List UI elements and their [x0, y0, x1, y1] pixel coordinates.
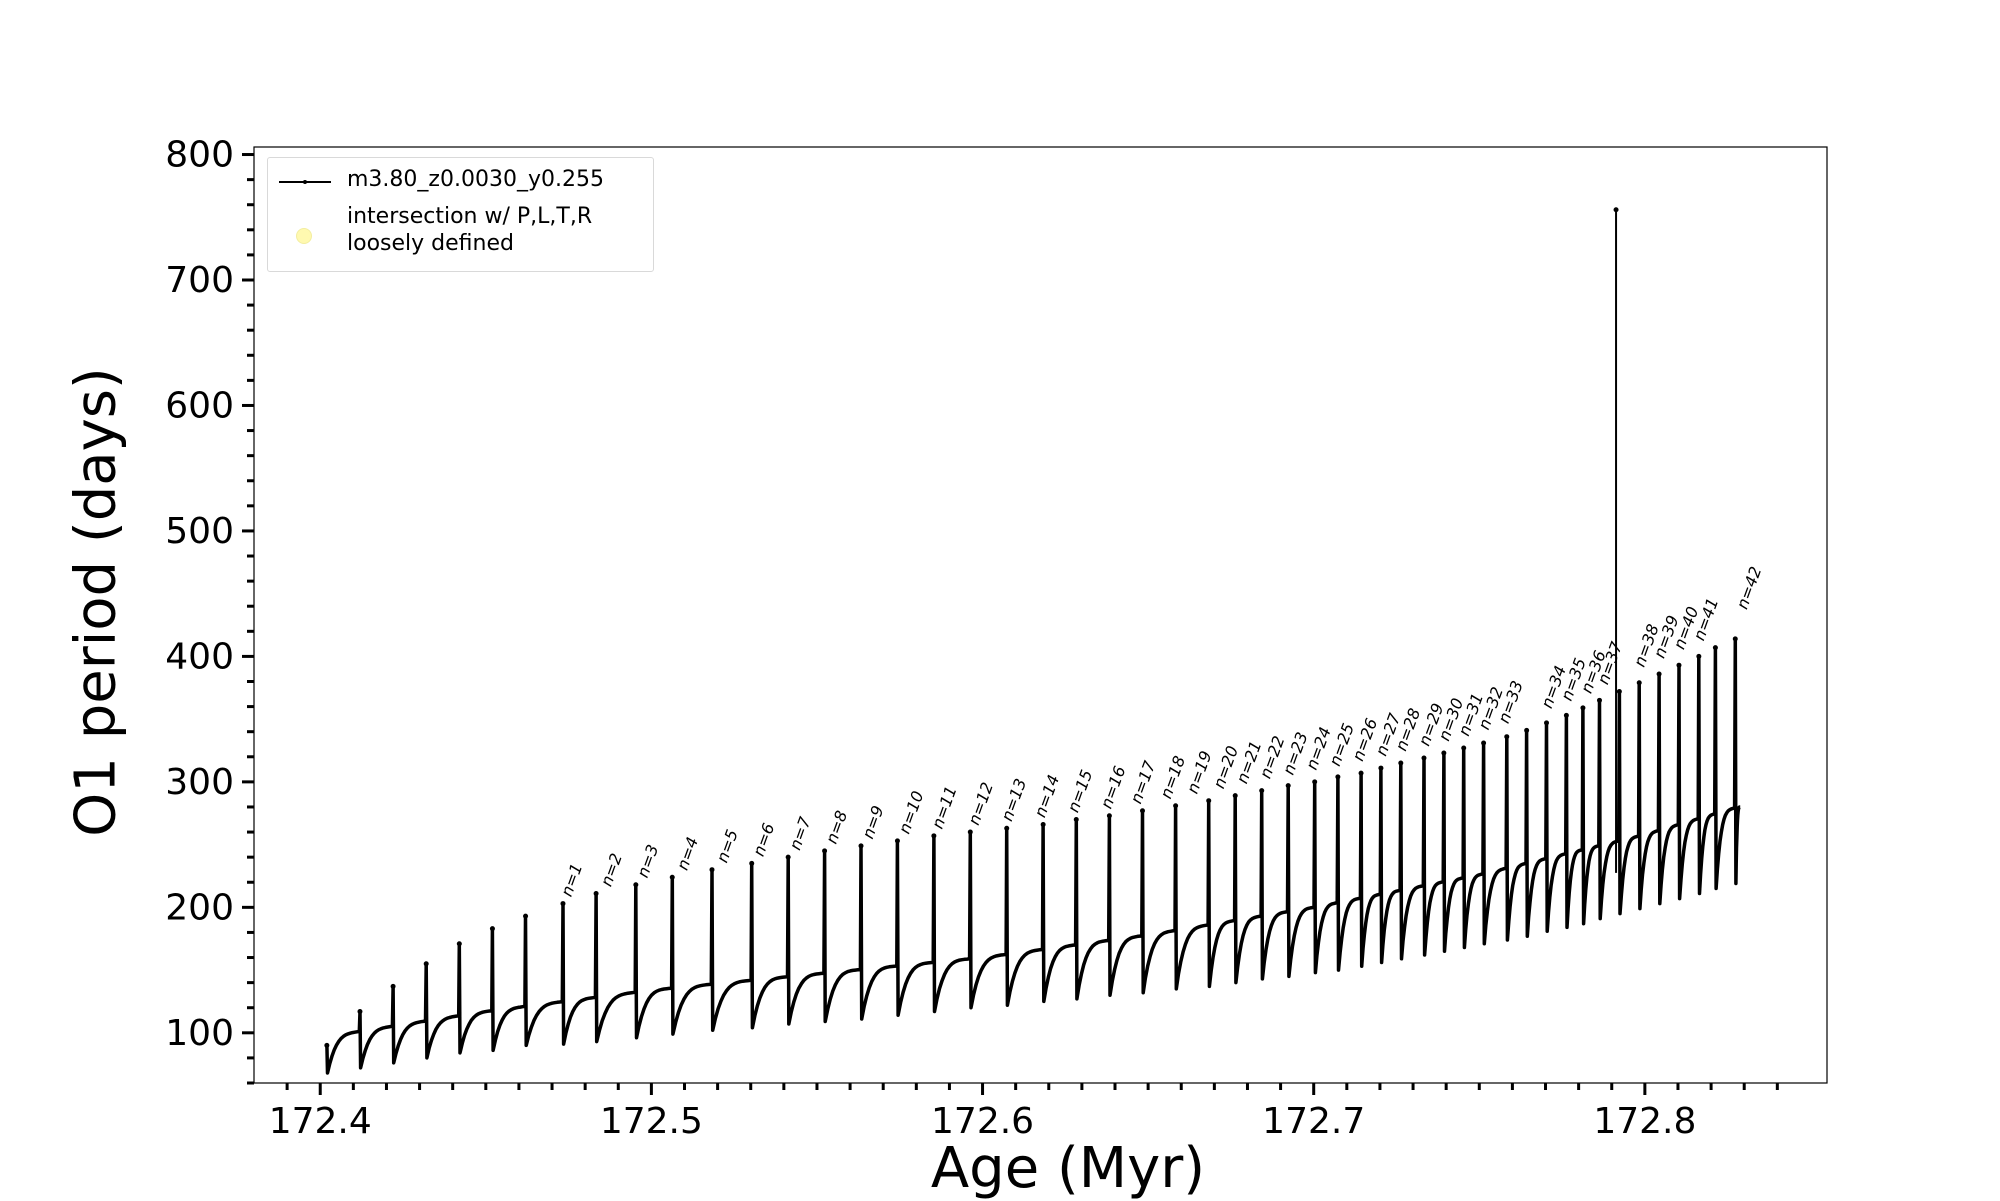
y-tick-label: 100: [165, 1013, 234, 1054]
pulse-peak-point: [1696, 653, 1702, 659]
y-tick-label: 600: [165, 385, 234, 426]
pulse-peak-point: [1461, 745, 1467, 751]
y-tick-label: 200: [165, 887, 234, 928]
y-tick-label: 300: [165, 762, 234, 803]
pulse-peak-point: [489, 926, 495, 932]
pulse-peak-point: [858, 843, 864, 849]
pulse-peak-point: [1421, 755, 1427, 761]
pulse-peak-point: [1636, 680, 1642, 686]
y-axis-title: O1 period (days): [63, 367, 129, 837]
pulse-peak-point: [1106, 813, 1112, 819]
pulse-peak-point: [1259, 788, 1265, 794]
period-series-line: [325, 637, 1742, 1075]
pulse-peak-point: [1481, 740, 1487, 746]
pulse-peak-point: [324, 1042, 330, 1048]
x-tick-label: 172.5: [600, 1101, 703, 1142]
pulse-peak-point: [1232, 793, 1238, 799]
pulse-peak-point: [894, 838, 900, 844]
pulse-peak-point: [1616, 689, 1622, 695]
pulse-peak-point: [633, 882, 639, 888]
x-tick-label: 172.6: [931, 1101, 1034, 1142]
x-tick-label: 172.7: [1262, 1101, 1365, 1142]
pulse-peak-point: [1378, 765, 1384, 771]
pulse-peak-point: [1563, 712, 1569, 718]
pulse-peak-point: [523, 913, 529, 919]
pulse-peak-point: [1206, 798, 1212, 804]
pulse-peak-point: [423, 961, 429, 967]
pulse-peak-point: [749, 860, 755, 866]
pulse-peak-point: [1712, 645, 1718, 651]
pulse-peak-point: [709, 867, 715, 873]
pulse-peak-point: [1073, 817, 1079, 823]
data-series: [324, 207, 1742, 1075]
pulse-peak-point: [1544, 720, 1550, 726]
pulse-peak-point: [593, 891, 599, 897]
plot-area: [253, 146, 1828, 1084]
pulse-peak-point: [1004, 825, 1010, 831]
pulse-peak-point: [967, 829, 973, 835]
pulse-peak-point: [1676, 662, 1682, 668]
pulse-peak-point: [1358, 770, 1364, 776]
pulse-peak-point: [1139, 808, 1145, 814]
pulse-peak-point: [1173, 803, 1179, 809]
pulse-peak-point: [1285, 783, 1291, 789]
pulse-peak-point: [1398, 760, 1404, 766]
y-tick-label: 800: [165, 135, 234, 176]
pulse-peak-point: [785, 854, 791, 860]
legend: m3.80_z0.0030_y0.255 intersection w/ P,L…: [267, 157, 654, 272]
pulse-peak-point: [1580, 705, 1586, 711]
x-tick-label: 172.8: [1593, 1101, 1696, 1142]
pulse-peak-point: [1524, 727, 1530, 733]
pulse-peak-point: [1504, 734, 1510, 740]
y-tick-label: 400: [165, 636, 234, 677]
pulse-peak-point: [669, 874, 675, 880]
x-axis-title: Age (Myr): [930, 1136, 1206, 1201]
pulse-peak-point: [931, 833, 937, 839]
pulse-peak-point: [560, 901, 566, 907]
pulse-peak-point: [1656, 671, 1662, 677]
x-tick-label: 172.4: [269, 1101, 372, 1142]
outlier-point: [1613, 207, 1619, 213]
y-tick-label: 500: [165, 511, 234, 552]
pulse-peak-point: [822, 848, 828, 854]
pulse-peak-point: [1312, 779, 1318, 785]
legend-line-marker: [279, 180, 331, 184]
pulse-peak-point: [357, 1008, 363, 1014]
y-tick-label: 700: [165, 260, 234, 301]
legend-intersection-label: intersection w/ P,L,T,R loosely defined: [347, 204, 593, 256]
pulse-peak-point: [456, 941, 462, 947]
pulse-peak-point: [1335, 774, 1341, 780]
pulse-peak-point: [390, 983, 396, 989]
legend-series-label: m3.80_z0.0030_y0.255: [347, 167, 604, 192]
axis-ticks: 172.4 172.5 172.6 172.7 172.8 100 200 300 400 500…: [165, 135, 1779, 1142]
pulse-peak-point: [1441, 750, 1447, 756]
legend-circle-marker: [296, 228, 312, 244]
pulse-peak-point: [1040, 822, 1046, 828]
pulse-peak-point: [1732, 636, 1738, 642]
pulse-peak-point: [1596, 697, 1602, 703]
